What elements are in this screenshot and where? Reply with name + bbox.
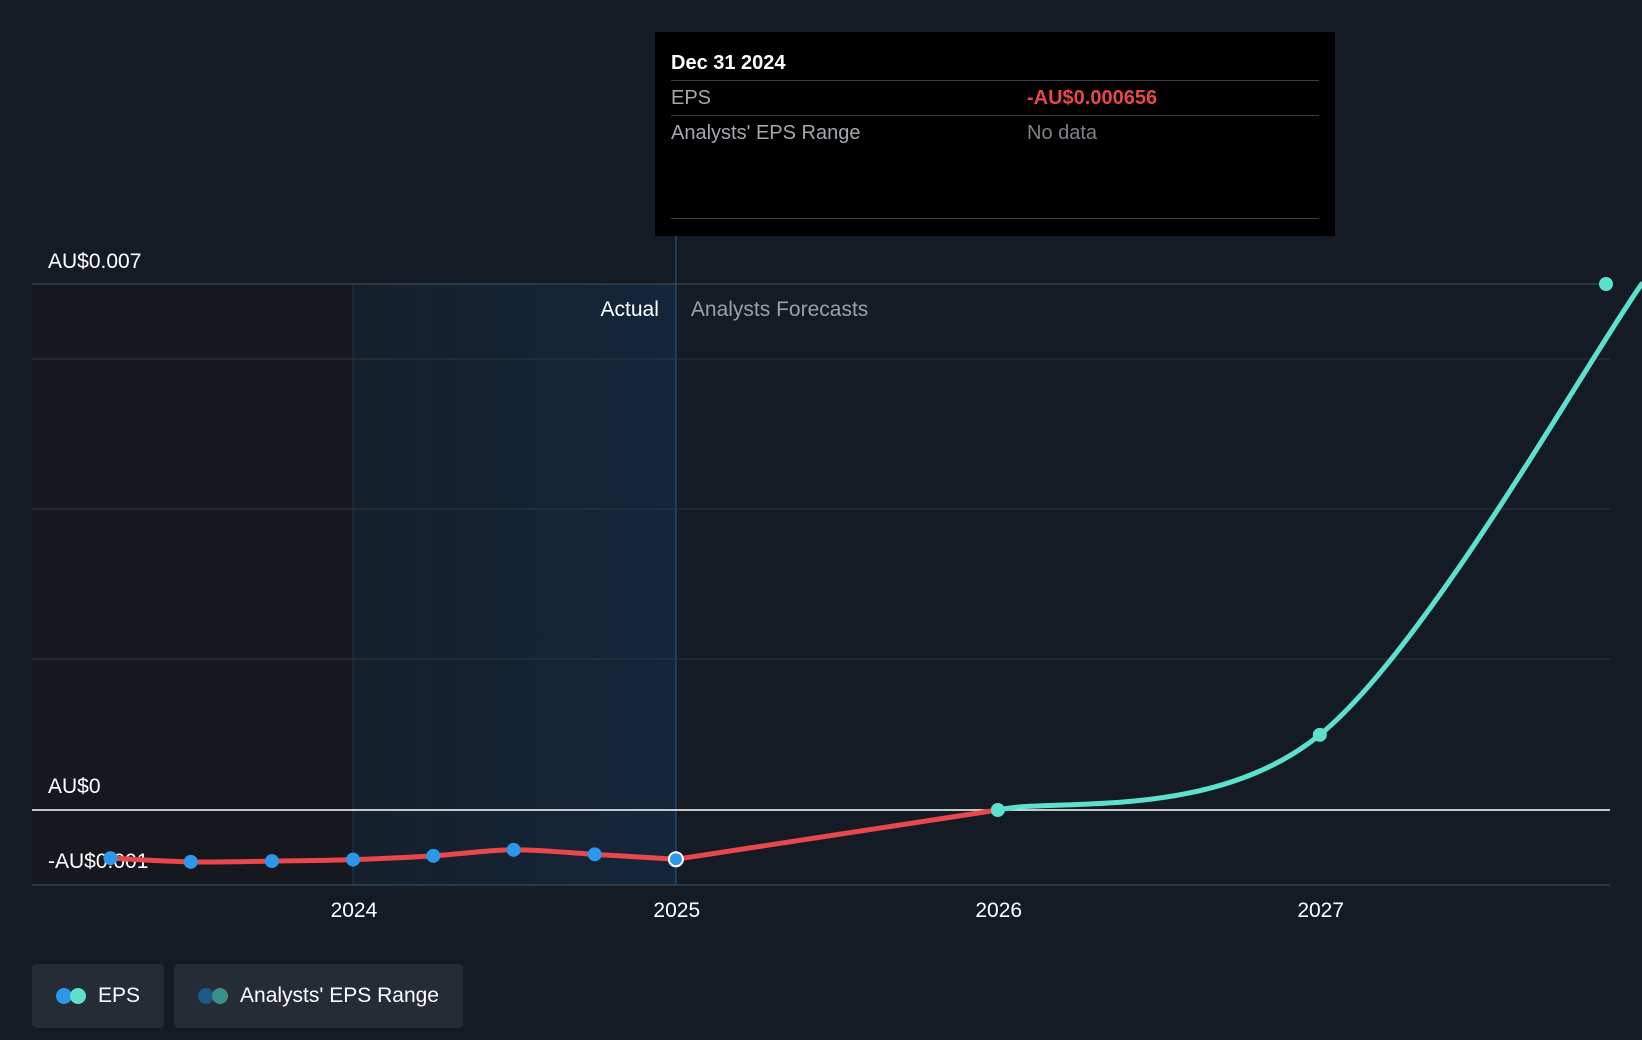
tooltip-row-eps: EPS -AU$0.000656: [671, 81, 1319, 116]
swatch-dot-range-a: [198, 988, 215, 1004]
eps-actual-point: [103, 851, 118, 866]
swatch-dot-forecast: [70, 988, 86, 1004]
tooltip-eps-label: EPS: [671, 87, 712, 109]
hover-tooltip: Dec 31 2024 EPS -AU$0.000656 Analysts' E…: [655, 32, 1335, 236]
tooltip-eps-value: -AU$0.000656: [1027, 87, 1158, 109]
chart-legend: EPS Analysts' EPS Range: [32, 964, 463, 1028]
eps-swatch-icon: [56, 988, 86, 1004]
tooltip-divider: [671, 218, 1319, 219]
actual-highlight-band: [353, 284, 676, 885]
eps-actual-point: [506, 842, 521, 857]
region-label-forecast: Analysts Forecasts: [691, 298, 868, 321]
y-tick-label: AU$0.007: [48, 250, 141, 273]
legend-label-eps-range: Analysts' EPS Range: [240, 984, 439, 1007]
eps-range-swatch-icon: [198, 988, 229, 1004]
eps-forecast-line-negative: [673, 807, 1001, 862]
legend-item-eps[interactable]: EPS: [32, 964, 165, 1028]
eps-actual-point: [346, 852, 361, 867]
tooltip-date: Dec 31 2024: [671, 46, 1319, 81]
x-tick-label: 2025: [653, 899, 700, 922]
legend-label-eps: EPS: [98, 984, 141, 1007]
eps-actual-point: [587, 847, 602, 862]
past-region: [32, 284, 354, 885]
x-tick-label: 2024: [331, 899, 378, 922]
swatch-dot-actual: [56, 988, 72, 1004]
y-tick-label: -AU$0.001: [48, 850, 148, 873]
tooltip-range-value: No data: [1027, 122, 1098, 144]
eps-actual-point: [426, 848, 441, 863]
region-label-actual: Actual: [601, 298, 659, 321]
y-tick-label: AU$0: [48, 775, 101, 798]
eps-actual-point: [183, 854, 198, 869]
tooltip-row-range: Analysts' EPS Range No data: [671, 116, 1319, 150]
eps-forecast-line: [995, 281, 1642, 813]
swatch-dot-range-b: [212, 988, 229, 1004]
eps-point-highlighted: [667, 851, 684, 868]
eps-forecast-point: [990, 803, 1005, 817]
eps-actual-point: [264, 854, 279, 869]
tooltip-range-label: Analysts' EPS Range: [671, 122, 861, 144]
legend-item-eps-range[interactable]: Analysts' EPS Range: [174, 964, 463, 1028]
eps-forecast-point: [1599, 277, 1613, 291]
x-tick-label: 2027: [1297, 899, 1344, 922]
x-tick-label: 2026: [975, 899, 1022, 922]
eps-forecast-point: [1312, 727, 1327, 742]
